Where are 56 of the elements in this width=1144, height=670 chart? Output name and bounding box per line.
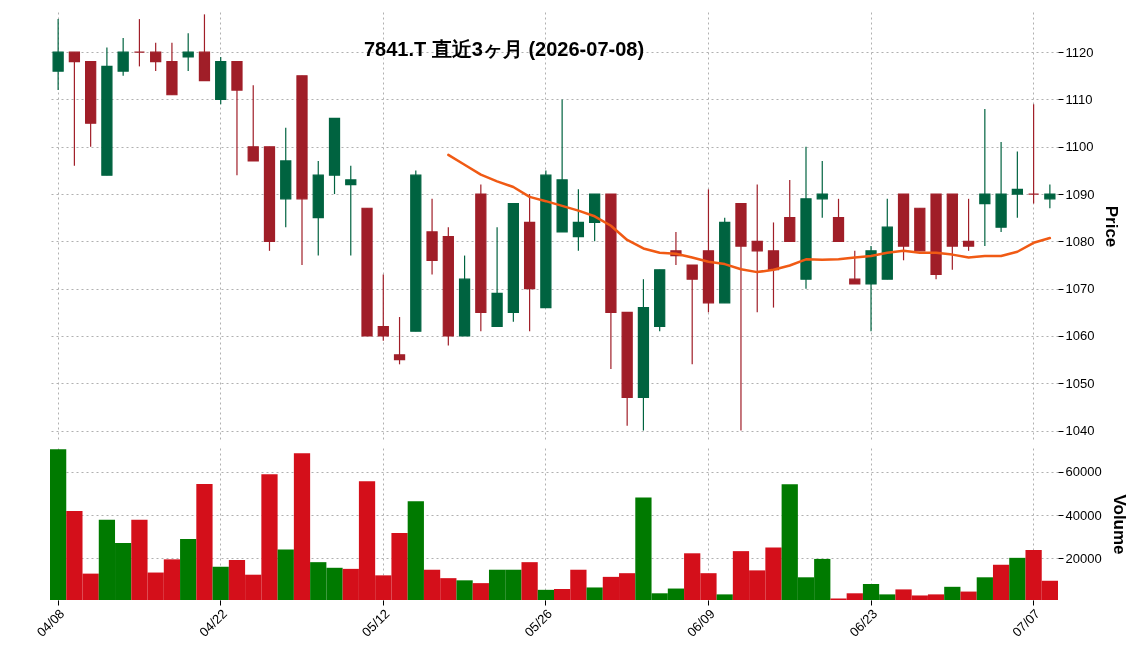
y-axis-title: Volume [1109, 494, 1129, 555]
candlestick [1044, 184, 1056, 209]
candlestick [979, 108, 991, 247]
bar [407, 501, 424, 600]
bar [1009, 557, 1026, 600]
line-series [447, 153, 1052, 274]
bar [586, 587, 603, 600]
candlestick [52, 18, 64, 91]
candlestick [247, 84, 259, 162]
y-tick-label: 1120 [1065, 44, 1094, 60]
candlestick [345, 165, 357, 257]
candlestick [393, 316, 406, 365]
y-tick-label: 1060 [1065, 328, 1095, 344]
bar [960, 591, 977, 600]
y-tick-label: 1050 [1065, 375, 1095, 391]
bar [180, 539, 197, 600]
bar [472, 583, 489, 600]
bar [521, 562, 538, 600]
candlestick [68, 51, 81, 167]
bar [944, 586, 961, 600]
candlestick [572, 188, 585, 252]
candlestick [117, 37, 129, 77]
bar [293, 453, 311, 600]
candlestick [751, 184, 763, 313]
bar [50, 449, 67, 600]
candlestick [150, 42, 162, 72]
y-tick-label: 1100 [1065, 139, 1094, 155]
candlestick [849, 250, 861, 285]
y-tick-label: 60000 [1065, 464, 1102, 480]
candlestick [962, 198, 975, 252]
candlestick [182, 32, 194, 72]
bar [212, 566, 229, 600]
bar [537, 589, 554, 600]
y-tick-label: 1090 [1065, 186, 1095, 202]
bar [277, 549, 294, 600]
candlestick [816, 160, 828, 219]
bar [196, 484, 213, 600]
candlestick [377, 273, 389, 342]
y-tick-label: 1070 [1065, 281, 1095, 297]
candlestick [1011, 150, 1023, 219]
text: 7841.T 直近3ヶ月 (2026-07-08) [363, 38, 645, 60]
bar [976, 577, 993, 600]
y-tick-label: 1040 [1065, 423, 1095, 439]
candlestick [686, 264, 698, 365]
y-tick-label: 20000 [1065, 550, 1102, 566]
bar [456, 580, 473, 600]
bar [716, 594, 733, 600]
y-tick-label: 40000 [1065, 507, 1102, 523]
candlestick [832, 198, 845, 242]
y-tick-label: 1110 [1065, 91, 1093, 107]
y-axis-title: Price [1102, 205, 1122, 248]
bar [992, 564, 1010, 600]
candlestick [784, 179, 796, 242]
y-tick-label: 1080 [1065, 233, 1095, 249]
candlestick [1027, 103, 1040, 205]
candlestick [133, 18, 146, 67]
